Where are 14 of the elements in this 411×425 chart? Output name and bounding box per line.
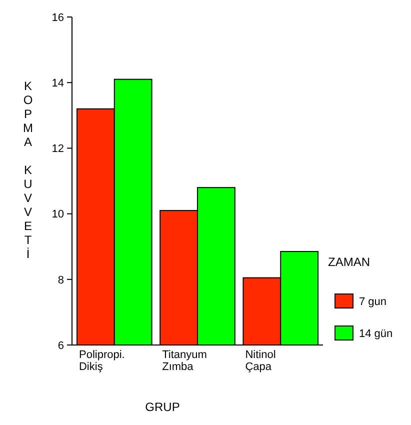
y-tick-label: 12 <box>52 143 64 156</box>
x-tick-label: Titanyum Zımba <box>162 349 207 373</box>
y-tick-label: 16 <box>52 12 64 24</box>
y-tick-label: 10 <box>52 208 64 221</box>
x-tick-label: Nitinol Çapa <box>245 349 276 373</box>
legend-label: 7 gun <box>359 296 387 308</box>
text: KOPMA KUVVETİ <box>23 79 33 261</box>
legend-title: ZAMAN <box>328 255 370 269</box>
legend-label: 14 gün <box>359 328 393 340</box>
x-tick-label: Polipropi. Dikiş <box>78 349 125 373</box>
x-axis-title: GRUP <box>145 400 180 414</box>
y-tick-label: 8 <box>58 274 64 286</box>
y-tick-label: 14 <box>52 77 64 90</box>
y-tick-label: 6 <box>58 340 64 352</box>
